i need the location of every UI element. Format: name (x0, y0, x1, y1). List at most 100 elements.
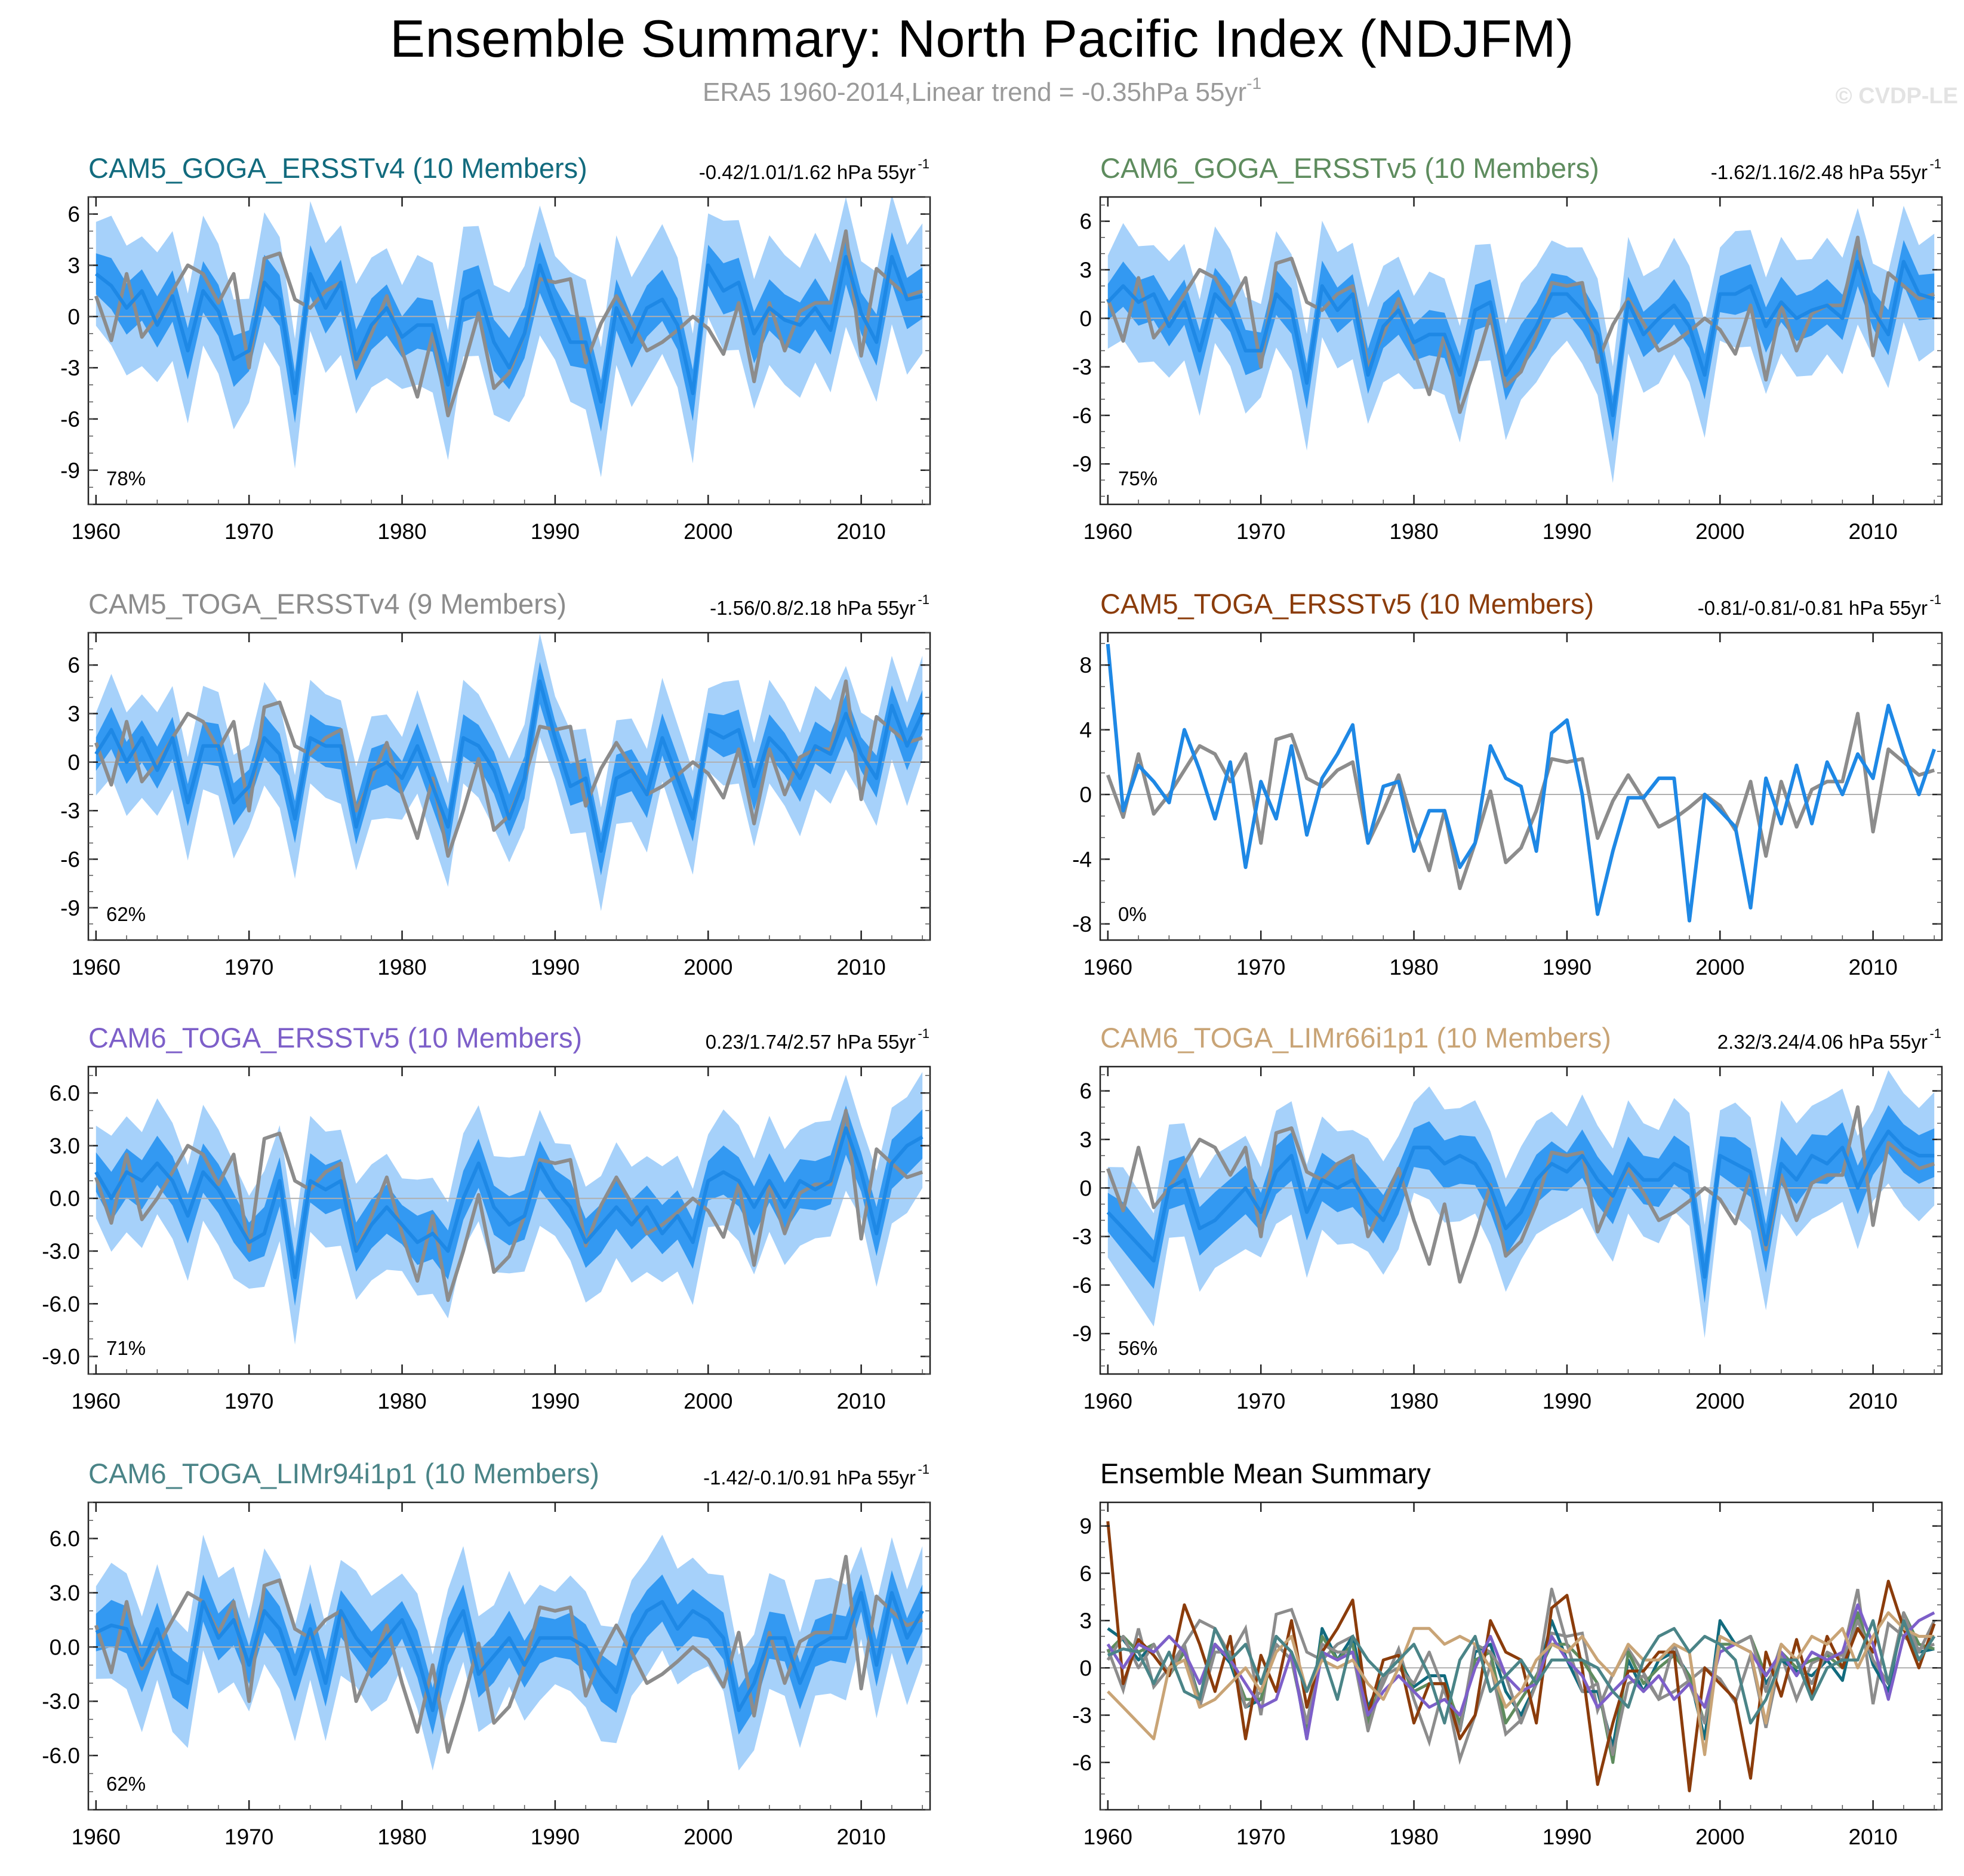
panel-trend: 0.23/1.74/2.57 hPa 55yr (706, 1031, 916, 1053)
panel-trend-sup: -1 (1929, 1026, 1941, 1041)
x-tick-label: 2010 (836, 1825, 885, 1849)
y-tick-label: -9 (60, 458, 80, 483)
page-title: Ensemble Summary: North Pacific Index (N… (390, 9, 1574, 68)
x-tick-label: 1990 (1543, 1825, 1591, 1849)
y-tick-label: -3 (60, 356, 80, 380)
x-tick-label: 1990 (531, 1389, 580, 1413)
panel-frame (87, 632, 931, 941)
panel-title: CAM5_TOGA_ERSSTv5 (10 Members) (1100, 588, 1594, 620)
x-tick-label: 1970 (1236, 1389, 1285, 1413)
y-tick-label: -9 (1072, 452, 1092, 476)
x-tick-label: 2000 (1695, 955, 1744, 979)
panel-3: CAM5_TOGA_ERSSTv5 (10 Members) -0.81/-0.8… (1072, 588, 1943, 979)
y-tick-label: 6.0 (50, 1081, 80, 1105)
y-tick-label: 0.0 (50, 1187, 80, 1211)
x-tick-label: 2010 (836, 955, 885, 979)
y-tick-label: 6 (67, 202, 80, 227)
summary-line-6 (1107, 1619, 1936, 1725)
x-tick-label: 1990 (531, 1825, 580, 1849)
x-tick-label: 1970 (224, 1389, 273, 1413)
x-tick-label: 2000 (684, 955, 732, 979)
y-tick-label: -4 (1072, 847, 1092, 871)
x-tick-label: 1980 (1389, 1389, 1438, 1413)
x-tick-label: 1980 (377, 1389, 426, 1413)
spread-band-inner (96, 1105, 923, 1306)
y-tick-label: -3 (1072, 355, 1092, 380)
ensemble-mean-line (1106, 1129, 1935, 1279)
panel-trend-sup: -1 (918, 592, 929, 607)
panel-trend: -1.62/1.16/2.48 hPa 55yr (1711, 161, 1928, 183)
x-tick-label: 1970 (1236, 519, 1285, 544)
y-tick-label: 3 (1079, 1128, 1092, 1152)
x-tick-label: 1970 (224, 519, 273, 544)
x-tick-label: 1960 (72, 1389, 121, 1413)
ensemble-mean-line (94, 255, 923, 404)
y-tick-label: 3.0 (50, 1133, 80, 1158)
y-tick-label: -3.0 (42, 1239, 80, 1264)
panel-plot-area (1100, 643, 1942, 923)
x-tick-label: 1960 (72, 955, 121, 979)
x-tick-label: 2000 (1695, 519, 1744, 544)
summary-line-1 (1107, 1611, 1935, 1764)
y-tick-label: 3 (67, 253, 80, 278)
y-tick-label: -3 (60, 799, 80, 823)
x-tick-label: 1960 (1083, 955, 1132, 979)
panel-title: CAM5_GOGA_ERSSTv4 (10 Members) (88, 152, 587, 184)
panel-plot-area (88, 1535, 930, 1771)
y-tick-label: 6 (67, 653, 80, 677)
y-tick-label: 0.0 (50, 1635, 80, 1659)
x-tick-label: 2000 (684, 1389, 732, 1413)
panel-percent: 62% (106, 1773, 146, 1795)
panel-0: CAM5_GOGA_ERSSTv4 (10 Members) -0.42/1.01… (60, 152, 931, 544)
x-tick-label: 2010 (836, 1389, 885, 1413)
x-tick-label: 1990 (531, 519, 580, 544)
y-tick-label: 0 (1079, 1176, 1092, 1200)
panel-percent: 62% (106, 903, 146, 925)
observed-line (1106, 711, 1935, 891)
x-tick-label: 1960 (72, 519, 121, 544)
panel-title: Ensemble Mean Summary (1100, 1458, 1431, 1489)
x-tick-label: 1980 (377, 519, 426, 544)
panel-title: CAM5_TOGA_ERSSTv4 (9 Members) (88, 588, 567, 620)
y-tick-label: 3.0 (50, 1581, 80, 1605)
x-tick-label: 2010 (1848, 955, 1897, 979)
observed-line (1106, 235, 1935, 414)
y-tick-label: -6 (1072, 1751, 1092, 1775)
x-tick-label: 1960 (1083, 1825, 1132, 1849)
y-tick-label: 0 (67, 750, 80, 775)
panel-trend: -0.42/1.01/1.62 hPa 55yr (699, 161, 916, 183)
x-tick-label: 1980 (1389, 1825, 1438, 1849)
x-tick-label: 2000 (684, 519, 732, 544)
y-tick-label: 0 (1079, 1656, 1092, 1680)
y-tick-label: -6.0 (42, 1292, 80, 1316)
panel-2: CAM5_TOGA_ERSSTv4 (9 Members) -1.56/0.8/2… (60, 588, 931, 979)
x-tick-label: 1990 (1543, 955, 1591, 979)
panel-trend: -1.42/-0.1/0.91 hPa 55yr (703, 1467, 916, 1489)
x-tick-label: 2010 (1848, 1825, 1897, 1849)
panel-trend-sup: -1 (1929, 592, 1941, 607)
y-tick-label: -6 (60, 847, 80, 871)
panel-plot-area (88, 1071, 930, 1345)
observed-line (1106, 1105, 1935, 1284)
y-tick-label: 6 (1079, 210, 1092, 234)
panel-5: CAM6_TOGA_LIMr66i1p1 (10 Members) 2.32/3.… (1072, 1022, 1943, 1413)
panel-percent: 75% (1118, 467, 1158, 489)
panel-plot-area (88, 197, 930, 478)
panel-title: CAM6_TOGA_LIMr94i1p1 (10 Members) (88, 1458, 599, 1489)
spread-band-inner (1107, 240, 1935, 442)
panel-percent: 71% (106, 1337, 146, 1359)
panel-title: CAM6_GOGA_ERSSTv5 (10 Members) (1100, 152, 1599, 184)
x-tick-label: 2010 (836, 519, 885, 544)
x-tick-label: 1970 (1236, 955, 1285, 979)
panel-plot-area (88, 633, 930, 911)
x-tick-label: 1980 (1389, 955, 1438, 979)
observed-line (94, 1108, 923, 1302)
panel-percent: 0% (1118, 903, 1147, 925)
y-tick-label: 9 (1079, 1514, 1092, 1539)
x-tick-label: 1960 (72, 1825, 121, 1849)
y-tick-label: -6 (60, 407, 80, 432)
panel-plot-area (1100, 205, 1942, 483)
y-tick-label: -6 (1072, 1273, 1092, 1298)
y-tick-label: -6 (1072, 403, 1092, 428)
